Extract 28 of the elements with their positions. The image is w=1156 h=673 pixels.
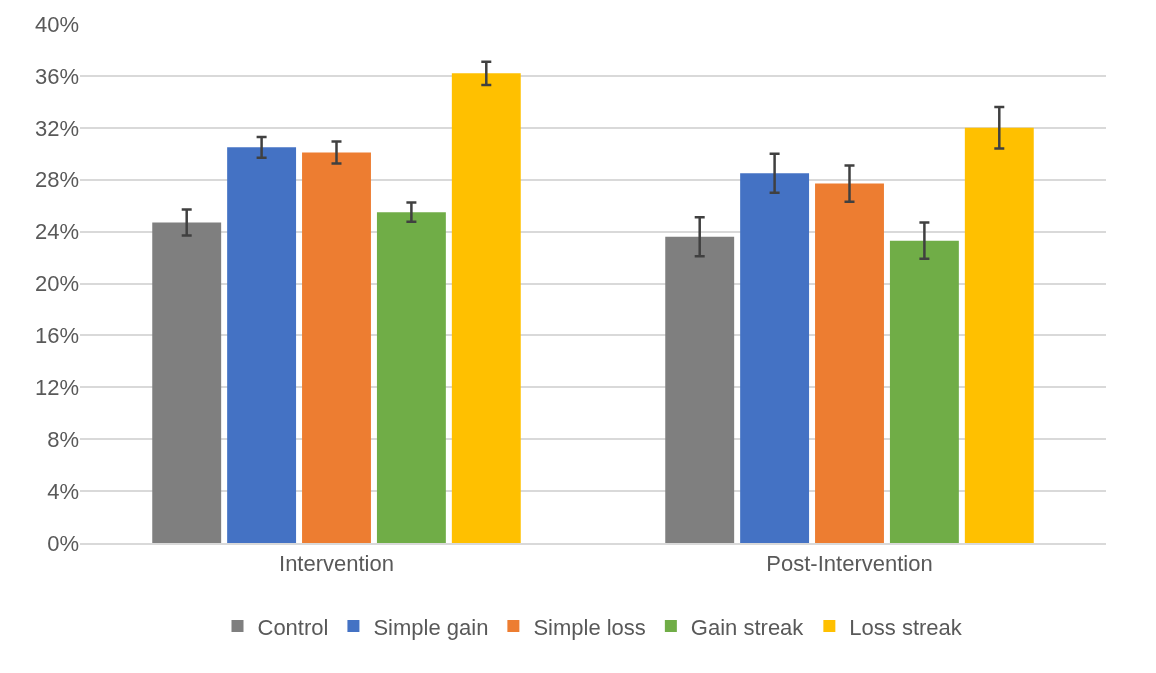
x-tick-label: Post-Intervention — [766, 551, 933, 577]
bar — [451, 73, 521, 543]
x-tick-label: Intervention — [279, 551, 394, 577]
legend-label: Simple gain — [373, 614, 489, 640]
legend-label: Simple loss — [533, 614, 646, 640]
bar — [815, 183, 884, 543]
y-tick-label: 16% — [34, 323, 79, 349]
y-tick-label: 8% — [47, 426, 79, 452]
bar — [740, 173, 810, 543]
y-tick-label: 24% — [34, 219, 79, 245]
y-tick-label: 20% — [34, 271, 79, 297]
bar — [964, 127, 1034, 543]
bar — [889, 240, 959, 543]
bar — [376, 212, 446, 543]
y-tick-label: 12% — [34, 375, 79, 400]
bar — [302, 152, 371, 543]
legend-label: Control — [257, 614, 329, 640]
y-tick-label: 0% — [47, 530, 79, 556]
y-tick-label: 36% — [34, 63, 79, 89]
legend-label: Gain streak — [690, 614, 805, 640]
bar — [152, 222, 222, 543]
y-tick-label: 28% — [34, 167, 79, 193]
legend-label: Loss streak — [849, 614, 963, 640]
y-tick-label: 40% — [34, 11, 79, 37]
y-tick-label: 32% — [34, 115, 79, 141]
bar — [227, 147, 297, 543]
bar — [665, 236, 735, 543]
y-tick-label: 4% — [47, 478, 79, 504]
